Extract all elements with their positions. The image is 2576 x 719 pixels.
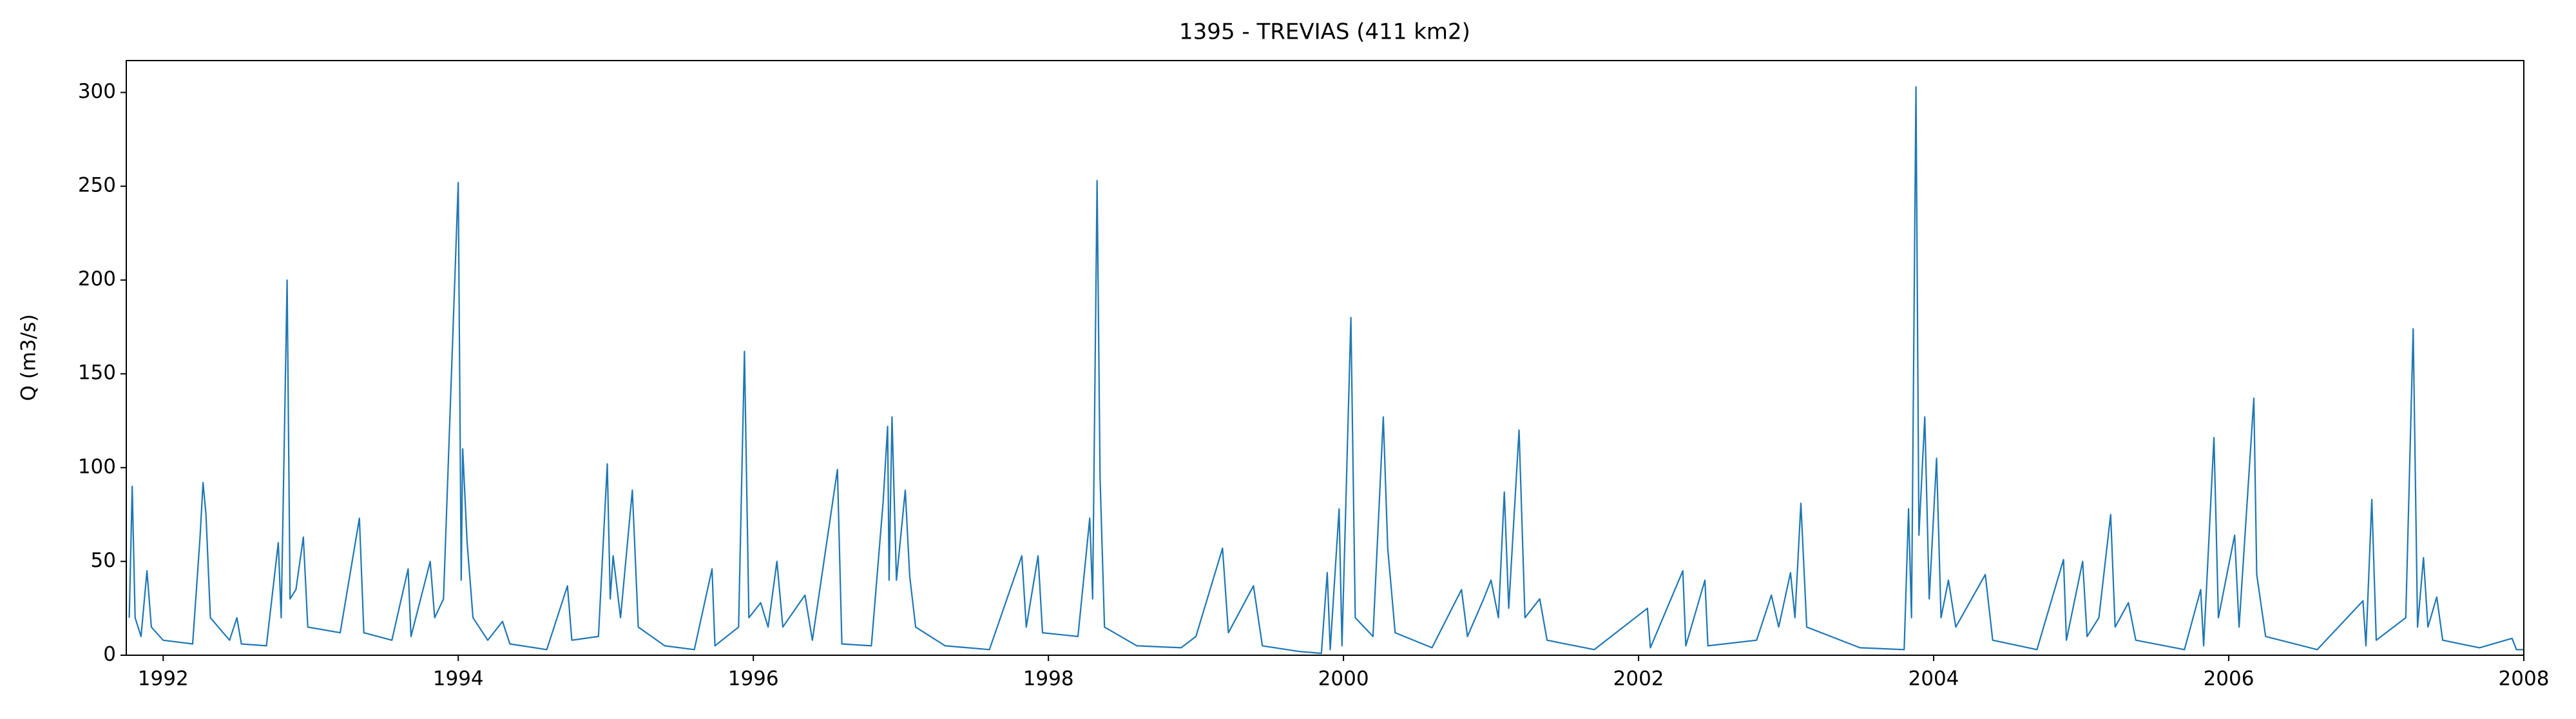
x-tick-label: 2006: [2204, 667, 2254, 691]
x-tick-label: 1996: [728, 667, 779, 691]
x-tick-label: 2002: [1613, 667, 1664, 691]
plot-frame: [126, 60, 2524, 656]
x-tick-label: 2004: [1908, 667, 1959, 691]
y-tick-label: 150: [78, 361, 116, 385]
x-tick-label: 2000: [1318, 667, 1369, 691]
y-tick-label: 100: [78, 455, 116, 478]
y-axis-label: Q (m3/s): [17, 314, 41, 401]
x-tick-label: 1994: [433, 667, 484, 691]
y-tick-label: 200: [78, 267, 116, 291]
x-tick-label: 2008: [2499, 667, 2550, 691]
y-tick-label: 300: [78, 80, 116, 103]
x-tick-label: 1992: [138, 667, 189, 691]
y-tick-label: 50: [91, 549, 116, 572]
chart-title: 1395 - TREVIAS (411 km2): [1179, 19, 1470, 45]
x-tick-label: 1998: [1023, 667, 1074, 691]
y-tick-label: 0: [103, 643, 116, 666]
discharge-line: [128, 86, 2524, 655]
y-tick-label: 250: [78, 174, 116, 197]
